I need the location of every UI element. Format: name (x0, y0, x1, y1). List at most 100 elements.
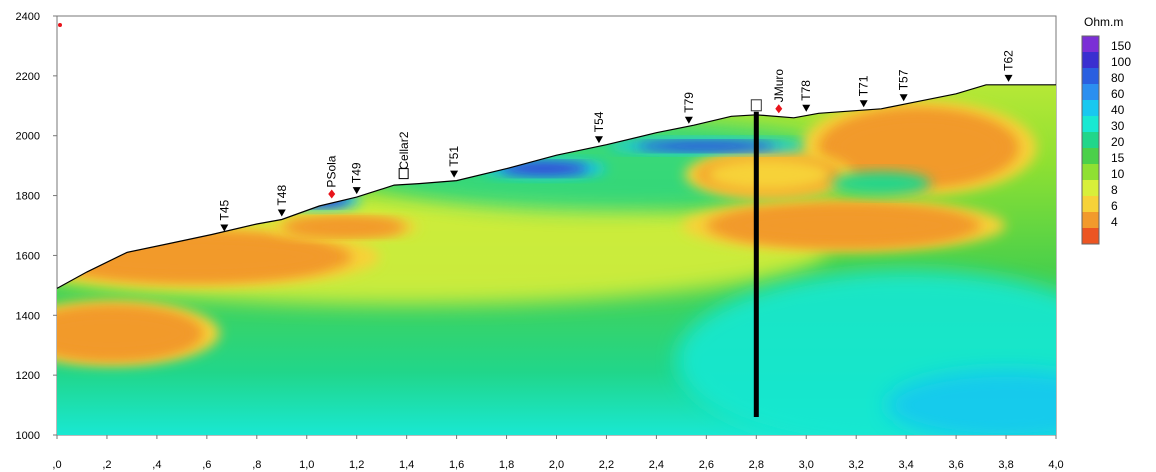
x-tick-label: ,2 (102, 459, 111, 471)
x-tick-label: 1,2 (349, 459, 364, 471)
station-label: T54 (592, 111, 606, 132)
colorbar-swatch (1082, 180, 1099, 196)
x-tick-label: 3,0 (799, 459, 814, 471)
station-triangle-icon (352, 187, 361, 195)
x-tick-label: 4,0 (1048, 459, 1063, 471)
station-T48: T48 (275, 185, 289, 217)
station-label: T49 (350, 162, 364, 183)
y-tick-label: 2400 (16, 11, 40, 23)
colorbar-swatch (1082, 52, 1099, 68)
colorbar-level-label: 20 (1111, 135, 1125, 149)
colorbar-swatch (1082, 212, 1099, 228)
colorbar-title: Ohm.m (1084, 15, 1123, 29)
colorbar-level-label: 30 (1111, 119, 1125, 133)
anomaly-5 (684, 150, 854, 199)
y-tick-label: 1000 (16, 430, 40, 442)
station-label: Cellar2 (397, 131, 411, 169)
station-T45: T45 (217, 199, 231, 232)
station-T54: T54 (592, 111, 606, 144)
colorbar-swatch (1082, 36, 1099, 52)
station-diamond-icon (775, 104, 783, 114)
y-tick-label: 1400 (16, 310, 40, 322)
station-label: T48 (275, 185, 289, 206)
station-label: JMuro (772, 69, 786, 103)
terrain-surface-line (56, 84, 1056, 289)
corner-dot-icon (58, 23, 62, 27)
y-tick-label: 1800 (16, 191, 40, 203)
anomaly-4 (800, 99, 1037, 196)
x-tick-label: 1,6 (449, 459, 464, 471)
station-T62: T62 (1002, 50, 1016, 82)
borehole (750, 99, 762, 418)
station-triangle-icon (1004, 74, 1013, 82)
station-label: T78 (799, 80, 813, 101)
x-tick-label: ,8 (252, 459, 261, 471)
anomaly-9 (831, 171, 932, 196)
station-triangle-icon (802, 104, 811, 112)
x-tick-label: 2,8 (749, 459, 764, 471)
colorbar-level-label: 4 (1111, 215, 1118, 229)
x-tick-label: 1,4 (399, 459, 414, 471)
anomaly-2 (270, 216, 419, 238)
colorbar-level-label: 100 (1111, 55, 1131, 69)
station-triangle-icon (684, 116, 693, 124)
station-label: T71 (857, 75, 871, 96)
station-label: T57 (897, 69, 911, 90)
y-tick-label: 2000 (16, 131, 40, 143)
station-triangle-icon (594, 136, 603, 144)
colorbar-swatch (1082, 148, 1099, 164)
colorbar-frame (1081, 35, 1100, 245)
anomaly-1 (57, 300, 220, 366)
colorbar-level-label: 60 (1111, 87, 1125, 101)
station-JMuro: JMuro (772, 69, 786, 114)
colorbar-level-label: 10 (1111, 167, 1125, 181)
station-label: T51 (447, 146, 461, 167)
x-tick-label: ,0 (52, 459, 61, 471)
x-tick-label: 3,4 (899, 459, 914, 471)
x-tick-label: 3,6 (948, 459, 963, 471)
colorbar-level-label: 40 (1111, 103, 1125, 117)
y-tick-label: 2200 (16, 71, 40, 83)
band-deep-blue (886, 370, 1056, 436)
station-triangle-icon (220, 224, 229, 232)
colorbar-swatch (1082, 100, 1099, 116)
station-label: T45 (217, 199, 231, 220)
x-tick-label: 2,2 (599, 459, 614, 471)
station-T51: T51 (447, 146, 461, 178)
colorbar-swatch (1082, 228, 1099, 244)
station-label: T79 (682, 92, 696, 113)
station-PSola: PSola (325, 155, 339, 199)
colorbar-swatch (1082, 116, 1099, 132)
x-tick-label: ,6 (202, 459, 211, 471)
station-triangle-icon (859, 100, 868, 108)
stations: T45 T48 PSola T49 Cellar2 T51 T54 T79 JMuro T78 T7… (217, 50, 1016, 232)
station-Cellar2: Cellar2 (397, 131, 411, 180)
station-triangle-icon (450, 170, 459, 178)
colorbar-level-label: 15 (1111, 151, 1125, 165)
x-tick-label: 1,0 (299, 459, 314, 471)
y-tick-label: 1600 (16, 250, 40, 262)
x-tick-label: 2,6 (699, 459, 714, 471)
x-tick-label: 1,8 (499, 459, 514, 471)
station-T71: T71 (857, 75, 871, 108)
colorbar-swatch (1082, 164, 1099, 180)
anomaly-8 (608, 139, 805, 153)
colorbar-level-label: 80 (1111, 71, 1125, 85)
x-tick-label: ,4 (152, 459, 161, 471)
station-diamond-icon (328, 189, 336, 199)
borehole-head-icon (750, 99, 762, 112)
station-T79: T79 (682, 92, 696, 124)
station-T49: T49 (350, 162, 364, 195)
station-label: T62 (1002, 50, 1016, 71)
y-tick-label: 1200 (16, 370, 40, 382)
y-axis-ticks: 1000 1200 1400 1600 1800 2000 2200 2400 (16, 11, 62, 442)
x-tick-label: 3,2 (849, 459, 864, 471)
colorbar-swatch (1082, 84, 1099, 100)
colorbar-level-label: 8 (1111, 183, 1118, 197)
station-T78: T78 (799, 80, 813, 112)
station-label: PSola (325, 155, 339, 187)
x-tick-label: 2,4 (649, 459, 664, 471)
colorbar-level-label: 6 (1111, 199, 1118, 213)
colorbar-legend: Ohm.m 150 100 80 60 40 30 20 15 10 8 6 4 (1081, 15, 1131, 245)
